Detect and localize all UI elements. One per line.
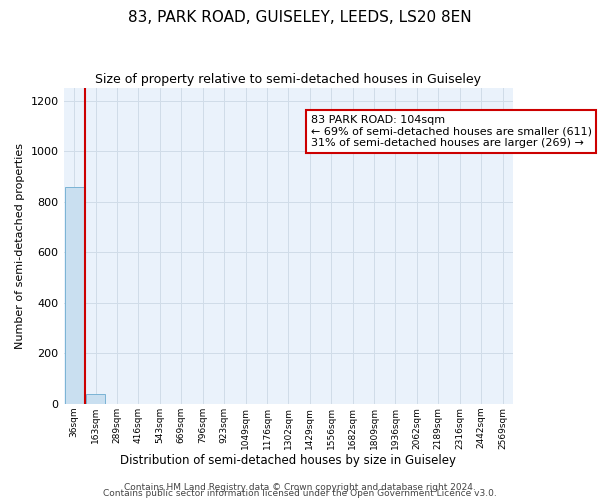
- Text: 83, PARK ROAD, GUISELEY, LEEDS, LS20 8EN: 83, PARK ROAD, GUISELEY, LEEDS, LS20 8EN: [128, 10, 472, 25]
- X-axis label: Distribution of semi-detached houses by size in Guiseley: Distribution of semi-detached houses by …: [121, 454, 457, 468]
- Text: Contains public sector information licensed under the Open Government Licence v3: Contains public sector information licen…: [103, 490, 497, 498]
- Y-axis label: Number of semi-detached properties: Number of semi-detached properties: [15, 143, 25, 349]
- Title: Size of property relative to semi-detached houses in Guiseley: Size of property relative to semi-detach…: [95, 72, 481, 86]
- Bar: [86, 394, 106, 404]
- Text: 83 PARK ROAD: 104sqm
← 69% of semi-detached houses are smaller (611)
31% of semi: 83 PARK ROAD: 104sqm ← 69% of semi-detac…: [311, 115, 592, 148]
- Text: Contains HM Land Registry data © Crown copyright and database right 2024.: Contains HM Land Registry data © Crown c…: [124, 484, 476, 492]
- Bar: [65, 188, 84, 404]
